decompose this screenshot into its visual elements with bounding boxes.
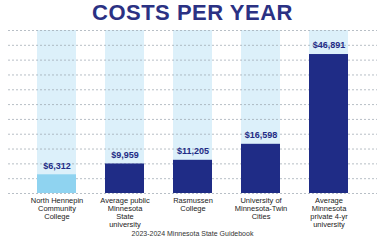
- svg-text:Average publicMinnesotaStateun: Average publicMinnesotaStateuniversity: [100, 196, 150, 229]
- html-text:2023-2024 Minnesota State Guid: 2023-2024 Minnesota State Guidebook: [131, 230, 254, 237]
- svg-text:AverageMinnesotaprivate 4-yrun: AverageMinnesotaprivate 4-yruniversity: [310, 196, 348, 229]
- svg-text:$11,205: $11,205: [177, 146, 209, 156]
- html-text:COSTS PER YEAR: COSTS PER YEAR: [92, 0, 293, 25]
- svg-text:RasmussenCollege: RasmussenCollege: [173, 196, 213, 213]
- svg-text:$46,891: $46,891: [313, 40, 346, 50]
- svg-text:$9,959: $9,959: [111, 150, 139, 160]
- svg-text:University ofMinnesota-TwinCit: University ofMinnesota-TwinCities: [235, 196, 288, 221]
- svg-text:$16,598: $16,598: [245, 130, 278, 140]
- svg-text:$6,312: $6,312: [43, 161, 71, 171]
- svg-text:North HennepinCommunityCollege: North HennepinCommunityCollege: [31, 196, 84, 221]
